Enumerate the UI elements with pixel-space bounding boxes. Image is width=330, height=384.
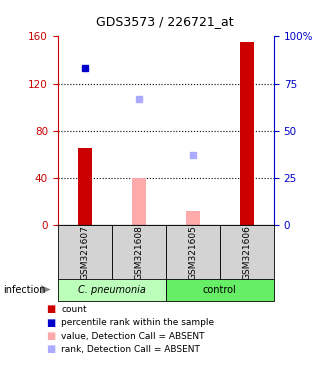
Text: count: count: [61, 305, 87, 314]
Text: control: control: [203, 285, 237, 295]
Bar: [166, 225, 220, 280]
Text: value, Detection Call = ABSENT: value, Detection Call = ABSENT: [61, 331, 205, 341]
Bar: [240, 42, 254, 225]
Text: ■: ■: [46, 304, 55, 314]
Text: rank, Detection Call = ABSENT: rank, Detection Call = ABSENT: [61, 345, 200, 354]
Bar: [78, 148, 91, 225]
Text: GSM321605: GSM321605: [188, 225, 197, 280]
Text: infection: infection: [3, 285, 46, 295]
Text: ■: ■: [46, 344, 55, 354]
Bar: [58, 225, 112, 280]
Text: C. pneumonia: C. pneumonia: [78, 285, 146, 295]
Bar: [166, 279, 274, 301]
Bar: [132, 178, 146, 225]
Text: GSM321606: GSM321606: [242, 225, 251, 280]
Text: ■: ■: [46, 331, 55, 341]
Bar: [220, 225, 274, 280]
Text: GSM321608: GSM321608: [134, 225, 143, 280]
Bar: [58, 279, 166, 301]
Text: GSM321607: GSM321607: [80, 225, 89, 280]
Text: percentile rank within the sample: percentile rank within the sample: [61, 318, 214, 327]
Text: GDS3573 / 226721_at: GDS3573 / 226721_at: [96, 15, 234, 28]
Bar: [112, 225, 166, 280]
Polygon shape: [41, 285, 51, 294]
Bar: [186, 210, 200, 225]
Text: ■: ■: [46, 318, 55, 328]
